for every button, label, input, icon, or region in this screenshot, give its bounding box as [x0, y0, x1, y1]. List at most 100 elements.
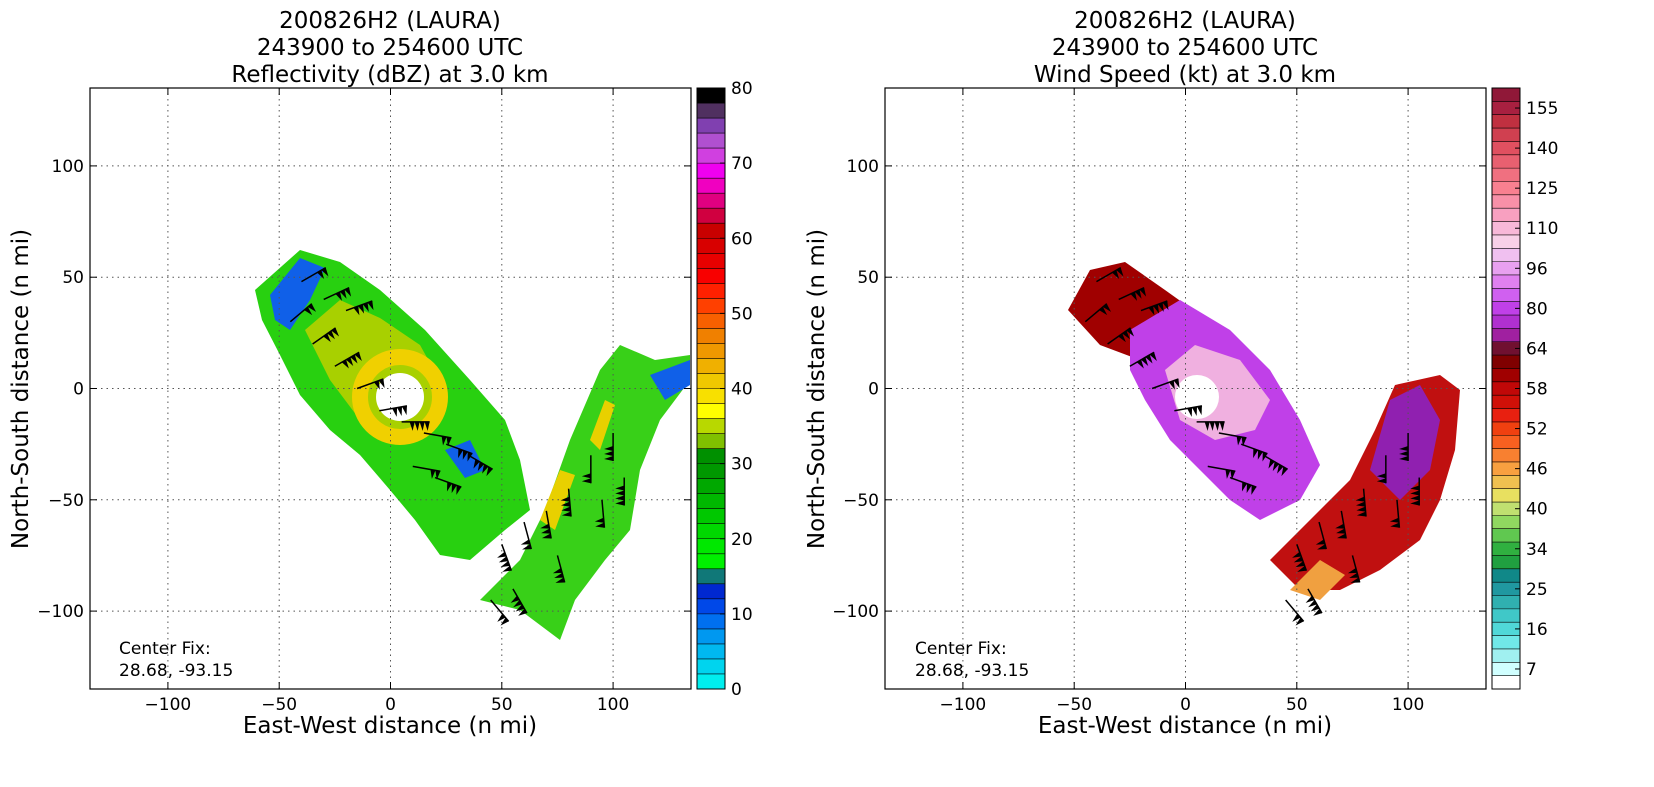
- reflectivity-wind-barb-13: [434, 476, 462, 495]
- wind-orange-patch-se: [1290, 560, 1345, 600]
- wind-colorbar-segment-36: [1492, 194, 1520, 209]
- wind-colorbar-tick-label-3: 34: [1526, 540, 1548, 560]
- wind-x-tick-label-2: 0: [1180, 695, 1191, 715]
- reflectivity-x-tick-label-4: 100: [597, 695, 629, 715]
- wind-y-tick-label-3: 50: [857, 268, 879, 288]
- reflectivity-wind-barb-8: [401, 421, 430, 431]
- reflectivity-band-se: [480, 345, 690, 640]
- wind-eye: [1175, 375, 1219, 419]
- reflectivity-colorbar-segment-2: [697, 643, 725, 660]
- wind-colorbar-tick-label-8: 64: [1526, 339, 1548, 359]
- wind-colorbar-segment-7: [1492, 582, 1520, 596]
- reflectivity-wind-barb-3: [289, 303, 317, 323]
- wind-colorbar-segment-33: [1492, 234, 1520, 249]
- reflectivity-colorbar-segment-14: [697, 463, 725, 479]
- reflectivity-wind-barb-23: [510, 588, 528, 616]
- wind-wind-barb-16: [1335, 510, 1347, 539]
- reflectivity-y-tick-label-4: 100: [52, 157, 84, 177]
- reflectivity-wind-barb-5: [334, 351, 362, 369]
- reflectivity-colorbar-segment-35: [697, 148, 725, 164]
- wind-wind-barbs: [1084, 267, 1420, 626]
- wind-wind-barb-17: [1355, 488, 1367, 517]
- wind-title-line-1: 200826H2 (LAURA): [1074, 8, 1296, 34]
- wind-wind-barb-8: [1196, 421, 1225, 431]
- wind-colorbar-tick-label-14: 155: [1526, 99, 1558, 119]
- wind-colorbar-segment-17: [1492, 448, 1520, 463]
- wind-colorbar-segment-13: [1492, 502, 1520, 516]
- wind-wind-barb-0: [1096, 267, 1124, 283]
- wind-colorbar-segment-28: [1492, 301, 1520, 316]
- wind-y-tick-label-4: 100: [847, 157, 879, 177]
- wind-wind-barb-12: [1207, 465, 1236, 480]
- reflectivity-colorbar-tick-label-1: 10: [731, 605, 753, 625]
- reflectivity-colorbar-segment-13: [697, 478, 725, 494]
- wind-colorbar-segment-37: [1492, 181, 1520, 196]
- wind-colorbar-segment-31: [1492, 261, 1520, 276]
- wind-colorbar-tick-label-13: 140: [1526, 139, 1558, 159]
- reflectivity-colorbar-segment-6: [697, 583, 725, 600]
- reflectivity-wind-barb-0: [301, 267, 329, 283]
- wind-colorbar-segment-38: [1492, 168, 1520, 182]
- reflectivity-colorbar-tick-label-5: 50: [731, 304, 753, 324]
- reflectivity-wind-barb-19: [604, 433, 614, 462]
- wind-center-fix-value: 28.68, -93.15: [915, 661, 1029, 681]
- wind-center-fix-label: Center Fix:: [915, 639, 1007, 659]
- reflectivity-colorbar-segment-21: [697, 358, 725, 374]
- reflectivity-x-tick-label-0: −100: [145, 695, 192, 715]
- wind-wind-barb-13: [1229, 476, 1257, 495]
- wind-purple-core-se: [1370, 385, 1440, 500]
- reflectivity-colorbar-segment-1: [697, 658, 725, 675]
- reflectivity-colorbar-segment-39: [697, 88, 725, 104]
- reflectivity-colorbar-segment-32: [697, 193, 725, 209]
- wind-wind-barb-15: [1315, 521, 1328, 550]
- wind-colorbar-tick-label-1: 16: [1526, 620, 1548, 640]
- wind-colorbar-tick-label-10: 96: [1526, 259, 1548, 279]
- wind-x-tick-label-0: −100: [940, 695, 987, 715]
- wind-x-tick-label-3: 50: [1286, 695, 1308, 715]
- wind-y-axis-label: North-South distance (n mi): [804, 229, 830, 549]
- wind-colorbar-segment-35: [1492, 208, 1520, 222]
- reflectivity-title-line-2: 243900 to 254600 UTC: [257, 35, 523, 61]
- wind-colorbar-segment-8: [1492, 568, 1520, 583]
- wind-colorbar-segment-12: [1492, 515, 1520, 530]
- reflectivity-colorbar-segment-17: [697, 418, 725, 434]
- reflectivity-wind-barb-1: [323, 286, 352, 301]
- reflectivity-wind-barb-22: [552, 555, 566, 583]
- reflectivity-y-tick-label-1: −50: [48, 491, 84, 511]
- wind-colorbar-segment-24: [1492, 355, 1520, 369]
- wind-colorbar-segment-1: [1492, 662, 1520, 676]
- wind-colorbar-tick-label-9: 80: [1526, 299, 1548, 319]
- wind-colorbar-segment-18: [1492, 435, 1520, 449]
- reflectivity-blue-patch-se: [650, 360, 690, 400]
- reflectivity-colorbar-segment-20: [697, 373, 725, 389]
- wind-colorbar-tick-label-4: 40: [1526, 500, 1548, 520]
- reflectivity-colorbar-tick-label-4: 40: [731, 380, 753, 400]
- wind-colorbar-segment-21: [1492, 395, 1520, 409]
- reflectivity-colorbar-segment-31: [697, 208, 725, 224]
- reflectivity-colorbar-segment-34: [697, 163, 725, 179]
- reflectivity-colorbar-segment-3: [697, 628, 725, 645]
- wind-y-tick-label-0: −100: [832, 602, 879, 622]
- wind-colorbar-segment-30: [1492, 274, 1520, 289]
- reflectivity-colorbar-segment-19: [697, 388, 725, 404]
- reflectivity-colorbar-segment-33: [697, 178, 725, 194]
- wind-colorbar-tick-label-12: 125: [1526, 179, 1558, 199]
- reflectivity-colorbar-tick-label-7: 70: [731, 154, 753, 174]
- reflectivity-wind-barb-17: [560, 488, 572, 517]
- wind-wind-barb-23: [1305, 588, 1323, 616]
- reflectivity-colorbar-segment-10: [697, 523, 725, 540]
- wind-colorbar-tick-label-7: 58: [1526, 380, 1548, 400]
- wind-wind-barb-24: [1285, 599, 1305, 626]
- reflectivity-title-line-3: Reflectivity (dBZ) at 3.0 km: [231, 62, 548, 88]
- reflectivity-x-tick-label-1: −50: [261, 695, 297, 715]
- wind-wind-barb-1: [1118, 286, 1147, 301]
- wind-colorbar-segment-11: [1492, 528, 1520, 543]
- reflectivity-colorbar: 0 10 20 30 40 50 60 70 80: [696, 79, 753, 700]
- wind-title-line-2: 243900 to 254600 UTC: [1052, 35, 1318, 61]
- reflectivity-wind-barb-21: [594, 499, 606, 528]
- reflectivity-colorbar-segment-0: [697, 673, 725, 690]
- reflectivity-colorbar-segment-26: [697, 283, 725, 299]
- wind-y-tick-label-1: −50: [843, 491, 879, 511]
- wind-colorbar-segment-5: [1492, 608, 1520, 623]
- reflectivity-colorbar-segment-28: [697, 253, 725, 269]
